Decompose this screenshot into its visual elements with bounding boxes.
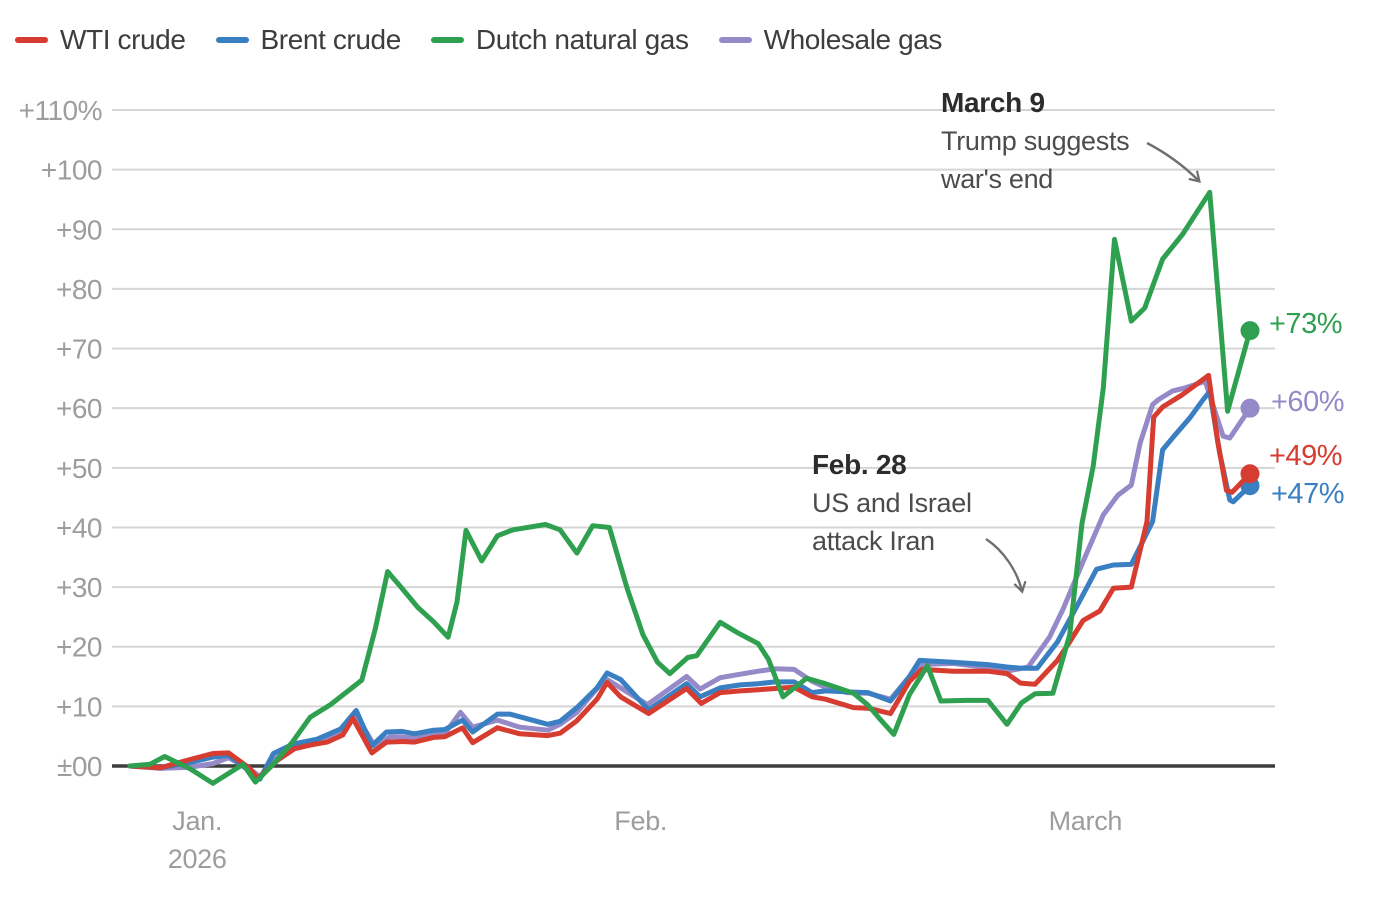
series-end-dot-wti-crude: [1240, 464, 1260, 484]
series-end-dot-wholesale-gas: [1240, 398, 1260, 418]
y-tick-label-20: +20: [56, 632, 102, 663]
end-label-brent-crude: +47%: [1271, 478, 1344, 510]
y-tick-label-100: +100: [41, 155, 102, 186]
legend-item-wholesale-gas: Wholesale gas: [718, 24, 943, 56]
end-label-wholesale-gas: +60%: [1271, 386, 1344, 418]
legend-label-brent-crude: Brent crude: [260, 24, 402, 55]
y-tick-label-80: +80: [56, 274, 102, 305]
x-tick-label-march: March: [1049, 806, 1123, 836]
legend-item-dutch-natural-gas: Dutch natural gas: [430, 24, 689, 56]
annotation-march9-line1: Trump suggests: [941, 126, 1130, 156]
x-tick-label-jan-: Jan.: [172, 806, 222, 836]
y-tick-label-0: ±00: [57, 751, 102, 782]
annotation-march9-line2: war's end: [941, 164, 1054, 194]
legend-label-wholesale-gas: Wholesale gas: [763, 24, 943, 55]
x-tick-label-feb-: Feb.: [614, 806, 667, 836]
series-end-dot-dutch-natural-gas: [1240, 321, 1260, 341]
legend-item-wti-crude: WTI crude: [15, 24, 186, 56]
annotation-feb28-title: Feb. 28: [812, 449, 907, 480]
legend-swatch-brent-crude: [215, 37, 249, 43]
y-tick-label-30: +30: [56, 572, 102, 603]
y-tick-label-90: +90: [56, 214, 102, 245]
legend-swatch-dutch-natural-gas: [430, 37, 464, 43]
series-line-brent-crude: [127, 389, 1253, 782]
legend-swatch-wti-crude: [15, 37, 48, 43]
legend-label-wti-crude: WTI crude: [60, 24, 186, 55]
series-line-wholesale-gas: [127, 378, 1253, 780]
annotation-feb28-line1: US and Israel: [812, 488, 972, 518]
legend: WTI crude Brent crude Dutch natural gas Who…: [15, 24, 942, 56]
end-label-wti-crude: +49%: [1269, 440, 1342, 472]
annotation-feb28: Feb. 28 US and Israel attack Iran: [812, 446, 972, 560]
y-tick-label-10: +10: [56, 691, 102, 722]
grid-layer: [112, 109, 1275, 768]
legend-label-dutch-natural-gas: Dutch natural gas: [475, 24, 689, 55]
annotation-arrow-march9: [1146, 141, 1201, 183]
annotation-march9-title: March 9: [941, 87, 1045, 118]
axis-layer: +110% +100 +90 +80 +70 +60 +50 +40 +30 +20 +10 ±00 J…: [19, 95, 1123, 874]
x-tick-sublabel-2026: 2026: [168, 844, 227, 874]
y-tick-label-110: +110%: [19, 95, 102, 126]
annotation-march9: March 9 Trump suggests war's end: [941, 84, 1130, 198]
series-line-dutch-natural-gas: [127, 189, 1253, 786]
series-line-wti-crude: [127, 372, 1253, 781]
annotation-feb28-line2: attack Iran: [812, 526, 935, 556]
y-tick-label-40: +40: [56, 512, 102, 543]
y-tick-label-70: +70: [56, 334, 102, 365]
y-tick-label-50: +50: [56, 453, 102, 484]
series-layer: [127, 189, 1260, 786]
end-label-dutch-natural-gas: +73%: [1269, 308, 1342, 340]
annotation-arrow-feb28: [985, 538, 1027, 594]
legend-item-brent-crude: Brent crude: [215, 24, 402, 56]
y-tick-label-60: +60: [56, 393, 102, 424]
legend-swatch-wholesale-gas: [718, 37, 752, 43]
